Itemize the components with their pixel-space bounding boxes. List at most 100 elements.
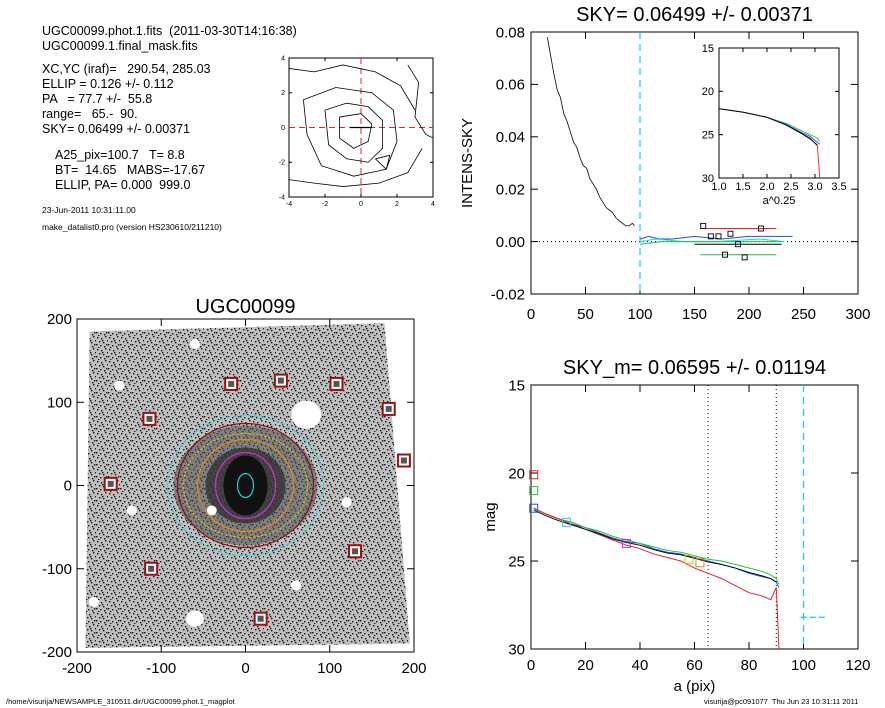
x-tick-label: 2.0 (759, 181, 774, 193)
x-tick-label: 0 (359, 201, 363, 208)
y-tick-label: 0.00 (496, 234, 525, 251)
contour-plot: -4 -2 0 2 4 -4 -2 0 2 4 (279, 55, 435, 208)
x-tick-label: -2 (322, 201, 328, 208)
isophote-ellipse (236, 472, 255, 499)
x-tick-label: 0 (241, 660, 249, 677)
y-tick-label: 2 (281, 90, 285, 97)
y-tick-label: 30 (702, 173, 714, 185)
mag-profile-ylabel: mag (482, 502, 499, 531)
mag-profile-xlabel: a (pix) (674, 678, 716, 695)
sky-sample-square (715, 233, 722, 240)
mag-profile-title: SKY_m= 0.06595 +/- 0.01194 (563, 357, 826, 379)
mask-box-core (148, 565, 155, 572)
contour-line (338, 113, 373, 149)
x-tick-label: 100 (791, 657, 816, 674)
x-tick-label: 2 (395, 201, 399, 208)
star-mask (88, 597, 99, 608)
inset-plot: 1.0 1.5 2.0 2.5 3.0 3.5 15 20 25 30 a^0.25 (702, 43, 847, 207)
contour-line (288, 148, 423, 187)
y-tick-label: 20 (508, 465, 525, 482)
mask-box-core (352, 548, 359, 555)
sky-profile-plot: 0 50 100 150 200 250 300 -0.02 0.00 0.02 0.04 0.06 0… (459, 4, 871, 323)
y-tick-label: 0.08 (496, 24, 525, 41)
sky-sample-square (735, 241, 742, 248)
mask-box-core (228, 380, 235, 387)
y-tick-label: 0 (281, 125, 285, 132)
x-tick-label: 3.5 (831, 181, 846, 193)
x-tick-label: 200 (736, 306, 761, 323)
sky-sample-square (727, 230, 734, 237)
isophote-ellipse (176, 422, 315, 549)
mag-marker-yellow (684, 554, 694, 564)
contour-line (407, 64, 434, 139)
y-tick-label: -0.02 (491, 286, 525, 303)
sky-sample-square (741, 254, 748, 261)
star-mask-large (185, 610, 204, 627)
sky-step-line (639, 241, 782, 245)
x-tick-label: 200 (401, 660, 426, 677)
sky-step-line (639, 235, 793, 240)
y-tick-label: 100 (47, 394, 72, 411)
contour-line (375, 154, 391, 170)
galaxy-core (223, 455, 268, 516)
x-tick-label: 20 (577, 657, 594, 674)
footer-path: /home/visurija/NEWSAMPLE_310511.dir/UGC0… (6, 697, 235, 706)
param-xcyc: XC,YC (iraf)= 290.54, 285.03 (42, 62, 211, 76)
y-tick-label: 0.06 (496, 77, 525, 94)
x-tick-label: -200 (62, 660, 92, 677)
y-tick-label: -2 (279, 160, 285, 167)
mag-marker-orange (695, 558, 705, 568)
isophote-ellipse (196, 438, 295, 533)
y-tick-label: 20 (702, 86, 714, 98)
x-tick-label: 80 (741, 657, 758, 674)
mask-box-core (333, 380, 340, 387)
x-tick-label: 120 (845, 657, 870, 674)
y-tick-label: 15 (508, 377, 525, 394)
galaxy-image: UGC00099 -200 -100 0 100 200 200 100 0 -100 -200 (42, 296, 427, 677)
image-title: UGC00099 (195, 296, 295, 318)
mask-box-core (146, 415, 153, 422)
y-tick-label: 0.04 (496, 129, 525, 146)
sky-sample-square (722, 251, 728, 258)
isophote-ellipse (182, 432, 309, 539)
x-tick-label: 60 (686, 657, 703, 674)
y-tick-label: 25 (508, 553, 525, 570)
mask-box-core (385, 405, 392, 412)
param-ellip: ELLIP = 0.126 +/- 0.112 (42, 77, 174, 91)
sky-sample-square (700, 222, 707, 229)
mag-series-black (533, 509, 777, 583)
param-a25: A25_pix=100.7 T= 8.8 (55, 148, 185, 162)
param-pa: PA = 77.7 +/- 55.8 (42, 92, 153, 106)
bright-star-mask (291, 400, 322, 429)
x-tick-label: 1.5 (735, 181, 750, 193)
x-tick-label: 100 (317, 660, 342, 677)
mag-series-green (533, 507, 780, 585)
plot-frame (718, 47, 840, 179)
file-line: UGC00099.phot.1.fits (2011-03-30T14:16:3… (42, 24, 297, 38)
inset-xlabel: a^0.25 (763, 195, 796, 207)
x-tick-label: 4 (431, 201, 435, 208)
x-tick-label: 150 (682, 306, 707, 323)
mag-marker-cyan (561, 517, 571, 527)
x-tick-label: 2.5 (783, 181, 798, 193)
isophote-ellipse (166, 414, 325, 557)
date-stamp: 23-Jun-2011 10:31:11.00 (42, 205, 136, 215)
mag-marker-red (529, 470, 539, 480)
contour-line (324, 102, 384, 163)
plot-frame (530, 384, 859, 650)
x-tick-label: 300 (845, 306, 870, 323)
x-tick-label: 40 (632, 657, 649, 674)
star-mask (291, 580, 302, 591)
mag-profile-plot: 0 20 40 60 80 100 120 15 20 25 30 SKY_m= 0.06595 +/… (482, 357, 871, 695)
y-tick-label: 15 (702, 43, 714, 55)
mask-box-core (107, 480, 114, 487)
param-bt: BT= 14.65 MABS=-17.67 (55, 163, 206, 177)
y-tick-label: 0 (64, 478, 72, 495)
mag-series-blue (533, 507, 780, 588)
y-tick-label: 4 (281, 55, 285, 62)
param-ellip-pa: ELLIP, PA= 0.000 999.0 (55, 178, 191, 192)
y-tick-label: -200 (42, 644, 72, 661)
mag-series-red (533, 507, 780, 650)
inset-series-line (718, 108, 821, 179)
